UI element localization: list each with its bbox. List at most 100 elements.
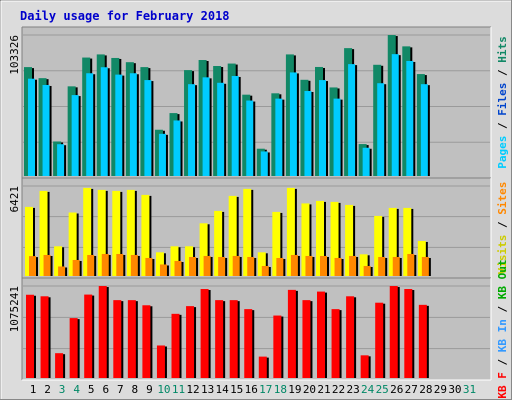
bar-visits-day-13 xyxy=(199,223,208,276)
bar-kbf-day-20 xyxy=(302,300,311,378)
x-tick-label-day-24: 24 xyxy=(361,383,375,396)
bar-sites-day-16 xyxy=(247,256,255,276)
x-tick-label-day-20: 20 xyxy=(303,383,316,396)
bar-pages-day-25 xyxy=(377,83,385,176)
bar-kbf-day-26 xyxy=(389,286,398,378)
bar-sites-day-13 xyxy=(203,255,211,276)
legend-3: KB F / KB In / KB Out xyxy=(496,259,509,398)
max-value-label-2: 6421 xyxy=(8,186,21,213)
bar-pages-day-3 xyxy=(57,144,65,176)
x-tick-label-day-23: 23 xyxy=(346,383,359,396)
bar-kbf-day-24 xyxy=(360,355,369,378)
bar-pages-day-17 xyxy=(260,151,268,176)
bar-pages-day-8 xyxy=(129,73,137,176)
x-tick-label-day-28: 28 xyxy=(419,383,432,396)
bar-visits-day-10 xyxy=(155,252,164,276)
bar-visits-day-20 xyxy=(301,203,310,276)
bar-visits-day-4 xyxy=(68,212,77,276)
bar-visits-day-27 xyxy=(403,207,412,276)
bar-sites-day-22 xyxy=(334,257,342,276)
bar-sites-day-23 xyxy=(349,255,357,276)
bar-pages-day-10 xyxy=(158,133,166,176)
bar-sites-day-12 xyxy=(189,256,197,276)
x-tick-label-day-11: 11 xyxy=(172,383,185,396)
bar-pages-day-16 xyxy=(246,100,254,176)
bar-kbf-day-17 xyxy=(258,356,267,378)
bar-visits-day-8 xyxy=(126,189,135,276)
bar-pages-day-22 xyxy=(333,98,341,176)
bar-visits-day-15 xyxy=(228,195,237,276)
bar-sites-day-18 xyxy=(276,257,284,276)
bar-visits-day-19 xyxy=(286,187,295,276)
bar-sites-day-27 xyxy=(407,253,415,276)
bar-visits-day-23 xyxy=(345,204,354,276)
bar-pages-day-7 xyxy=(115,74,123,176)
bar-visits-day-6 xyxy=(97,189,106,276)
bar-pages-day-20 xyxy=(304,90,312,176)
bar-kbf-day-7 xyxy=(113,300,122,378)
bar-sites-day-8 xyxy=(130,254,138,276)
bar-visits-day-25 xyxy=(374,215,383,276)
bar-kbf-day-5 xyxy=(84,294,93,378)
bar-visits-day-14 xyxy=(214,210,223,276)
bar-pages-day-1 xyxy=(28,78,35,176)
x-tick-label-day-25: 25 xyxy=(376,383,389,396)
bar-kbf-day-11 xyxy=(171,313,180,378)
bar-pages-day-28 xyxy=(420,84,428,176)
bar-visits-day-21 xyxy=(316,200,324,276)
bar-sites-day-6 xyxy=(101,253,109,276)
bar-sites-day-7 xyxy=(116,253,124,276)
x-tick-label-day-22: 22 xyxy=(332,383,345,396)
bar-sites-day-21 xyxy=(320,255,327,276)
x-tick-label-day-1: 1 xyxy=(30,383,37,396)
bar-sites-day-14 xyxy=(218,256,226,276)
bar-visits-day-7 xyxy=(112,190,121,276)
x-tick-label-day-29: 29 xyxy=(434,383,447,396)
legend-separator: / xyxy=(496,63,509,83)
bar-visits-day-26 xyxy=(388,207,397,276)
x-tick-label-day-30: 30 xyxy=(448,383,461,396)
bar-sites-day-19 xyxy=(290,254,298,276)
bar-kbf-day-9 xyxy=(142,305,151,378)
bar-kbf-day-2 xyxy=(40,296,49,378)
bar-pages-day-24 xyxy=(362,147,370,176)
bar-kbf-day-25 xyxy=(375,302,384,378)
x-tick-label-day-8: 8 xyxy=(132,383,139,396)
bar-sites-day-9 xyxy=(145,257,153,276)
bar-pages-day-19 xyxy=(289,72,297,176)
x-tick-label-day-21: 21 xyxy=(317,383,330,396)
x-tick-label-day-27: 27 xyxy=(405,383,418,396)
bar-pages-day-5 xyxy=(86,73,94,176)
x-tick-label-day-4: 4 xyxy=(73,383,80,396)
bar-sites-day-3 xyxy=(58,266,66,276)
bar-kbf-day-1 xyxy=(26,294,34,378)
x-tick-label-day-19: 19 xyxy=(288,383,301,396)
bar-sites-day-10 xyxy=(159,264,167,276)
bar-pages-day-15 xyxy=(231,75,239,176)
bar-visits-day-2 xyxy=(39,190,48,276)
bar-pages-day-14 xyxy=(217,82,225,176)
bar-kbf-day-16 xyxy=(244,309,253,378)
bar-visits-day-9 xyxy=(141,194,150,276)
bar-kbf-day-15 xyxy=(229,300,238,378)
bar-pages-day-26 xyxy=(391,54,399,176)
bar-kbf-day-21 xyxy=(317,291,325,378)
x-tick-label-day-6: 6 xyxy=(102,383,109,396)
x-tick-label-day-5: 5 xyxy=(88,383,95,396)
bar-visits-day-5 xyxy=(83,187,92,276)
bar-sites-day-20 xyxy=(305,255,313,276)
legend-separator: / xyxy=(496,299,509,319)
legend-separator: / xyxy=(496,116,509,136)
bar-sites-day-24 xyxy=(363,265,371,276)
x-tick-label-day-15: 15 xyxy=(230,383,243,396)
legend-separator: / xyxy=(496,352,509,372)
bar-pages-day-13 xyxy=(202,77,210,176)
x-tick-label-day-14: 14 xyxy=(216,383,230,396)
bar-visits-day-17 xyxy=(257,252,266,276)
bar-kbf-day-12 xyxy=(186,306,195,378)
bar-pages-day-27 xyxy=(406,60,414,176)
bar-visits-day-1 xyxy=(25,206,33,276)
bar-sites-day-4 xyxy=(72,259,80,276)
bar-kbf-day-23 xyxy=(346,296,355,378)
bar-visits-day-16 xyxy=(243,188,252,276)
